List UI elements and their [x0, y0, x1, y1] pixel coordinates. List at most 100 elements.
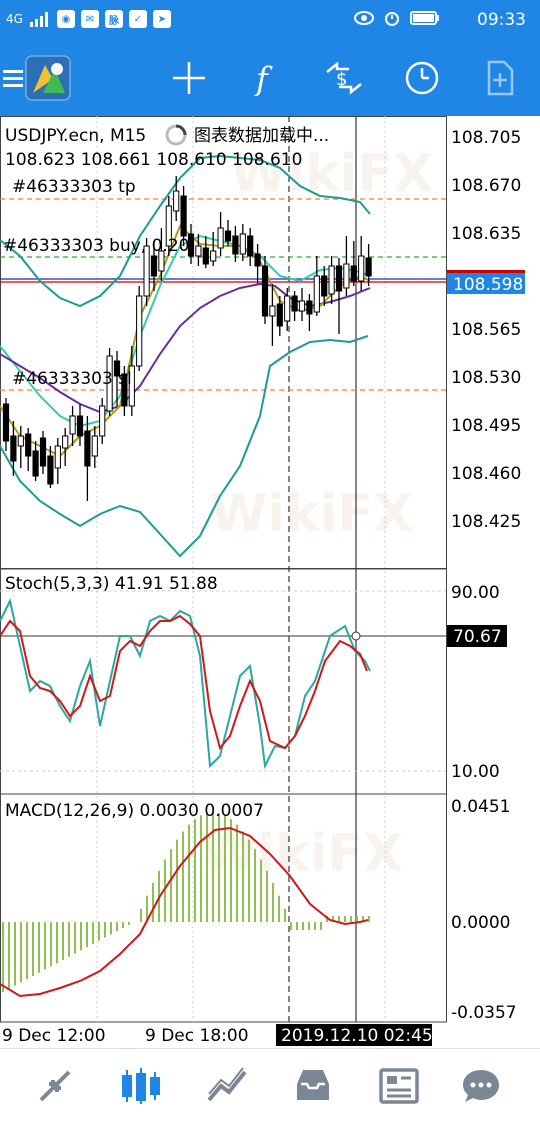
candle-body — [2, 403, 10, 442]
candle-body — [210, 250, 217, 262]
signal-icon — [29, 12, 48, 27]
quotes-icon — [39, 1070, 71, 1102]
watermark-text: WikiFX — [210, 484, 413, 544]
nav-chat[interactable] — [456, 1061, 506, 1111]
crosshair-point — [351, 631, 361, 641]
candle-body — [224, 230, 232, 242]
stoch-current-badge: 70.67 — [447, 625, 507, 647]
status-icons: 4G ◉ ✉ 脉 ✓ ➤ — [6, 10, 171, 28]
notification-app-icon: ◉ — [56, 10, 75, 28]
candle-body — [76, 415, 84, 437]
objects-icon: $ — [326, 61, 362, 95]
price-tick: 108.460 — [451, 464, 521, 484]
candle-body — [217, 227, 224, 249]
candle-body — [106, 355, 113, 412]
candle-body — [365, 257, 372, 277]
objects-button[interactable]: $ — [320, 54, 368, 102]
order-label: #46333303 buy, 0.20 — [3, 236, 189, 256]
candlestick-series — [2, 176, 372, 501]
notification-app-icon: ➤ — [152, 10, 171, 28]
bottom-navigation — [0, 1048, 540, 1123]
candle-body — [69, 415, 76, 435]
candle-body — [321, 275, 328, 297]
candle-body — [143, 245, 150, 297]
macd-panel-frame — [0, 793, 447, 1023]
candle-body — [306, 300, 313, 315]
alarm-icon — [385, 12, 399, 26]
candle-body — [173, 190, 180, 212]
stoch-current: 70.67 — [453, 627, 502, 647]
crosshair-button[interactable] — [165, 54, 213, 102]
cursor-time-badge: 2019.12.10 02:45 — [276, 1024, 433, 1046]
news-icon — [379, 1068, 419, 1104]
nav-chart[interactable] — [116, 1061, 166, 1111]
macd-tick: 0.0451 — [451, 797, 510, 817]
candle-body — [54, 445, 61, 469]
candle-body — [158, 250, 165, 272]
svg-text:$: $ — [336, 69, 347, 90]
candle-body — [25, 433, 32, 457]
menu-icon — [3, 70, 23, 87]
candle-body — [313, 275, 320, 313]
current-price: 108.598 — [453, 275, 523, 295]
candle-body — [32, 450, 39, 477]
nav-news[interactable] — [374, 1061, 424, 1111]
candle-body — [165, 205, 172, 247]
nav-trade[interactable] — [202, 1061, 252, 1111]
notification-app-label: 脉 — [104, 10, 123, 28]
price-tick: 108.635 — [451, 224, 521, 244]
new-chart-button[interactable] — [476, 54, 524, 102]
app-logo-button[interactable] — [24, 54, 72, 102]
stoch-main-line — [0, 598, 371, 770]
candle-body — [202, 247, 209, 265]
stoch-panel-frame — [0, 568, 447, 795]
trade-icon — [207, 1067, 247, 1102]
grid-lines — [96, 116, 386, 1022]
candle-body — [195, 245, 202, 257]
price-tick: 108.530 — [451, 368, 521, 388]
symbol-timeframe-label: USDJPY.ecn, M15 — [5, 126, 146, 146]
candle-body — [350, 265, 357, 282]
current-price-badge: 108.598 — [447, 270, 525, 295]
new-chart-icon — [487, 60, 514, 96]
candle-body — [358, 255, 365, 282]
status-right-icons — [354, 10, 440, 26]
price-tick: 108.705 — [451, 128, 521, 148]
battery-icon — [410, 11, 439, 25]
nav-quotes[interactable] — [30, 1061, 80, 1111]
stoch-label: Stoch(5,3,3) 41.91 51.88 — [5, 574, 218, 594]
bollinger-middle — [0, 234, 371, 428]
timeframe-button[interactable] — [398, 54, 446, 102]
watermark-text: WikiFX — [230, 144, 433, 204]
eye-icon — [354, 11, 374, 25]
chart-icon — [122, 1068, 160, 1104]
app-logo — [25, 55, 71, 101]
candle-body — [136, 295, 143, 367]
watermark-group: WikiFX WikiFX WikiFX — [200, 144, 433, 884]
crosshair-icon — [173, 62, 205, 94]
candle-body — [247, 235, 254, 257]
nav-history[interactable] — [288, 1061, 338, 1111]
network-label: 4G — [6, 12, 23, 26]
candle-body — [261, 265, 269, 317]
status-bar: 4G ◉ ✉ 脉 ✓ ➤ 09:33 — [0, 0, 540, 42]
candle-body — [84, 430, 91, 467]
time-tick: 9 Dec 18:00 — [145, 1026, 249, 1046]
macd-tick: 0.0000 — [451, 913, 510, 933]
svg-text:f: f — [254, 60, 273, 96]
chart-area[interactable]: WikiFX WikiFX WikiFX USDJPY.ecn, M — [0, 116, 540, 1048]
candle-body — [39, 437, 47, 467]
chat-icon — [463, 1070, 499, 1102]
chart-canvas[interactable]: WikiFX WikiFX WikiFX USDJPY.ecn, M — [0, 116, 540, 1048]
candle-body — [17, 435, 24, 447]
indicators-button[interactable]: f — [242, 54, 290, 102]
candle-body — [113, 360, 121, 377]
function-icon: f — [254, 60, 273, 96]
candle-body — [284, 295, 291, 322]
candle-body — [254, 253, 261, 267]
stoch-tick: 90.00 — [451, 583, 500, 603]
candle-body — [62, 435, 69, 449]
candle-body — [187, 233, 195, 257]
menu-button[interactable] — [0, 54, 38, 102]
candle-body — [99, 405, 106, 437]
